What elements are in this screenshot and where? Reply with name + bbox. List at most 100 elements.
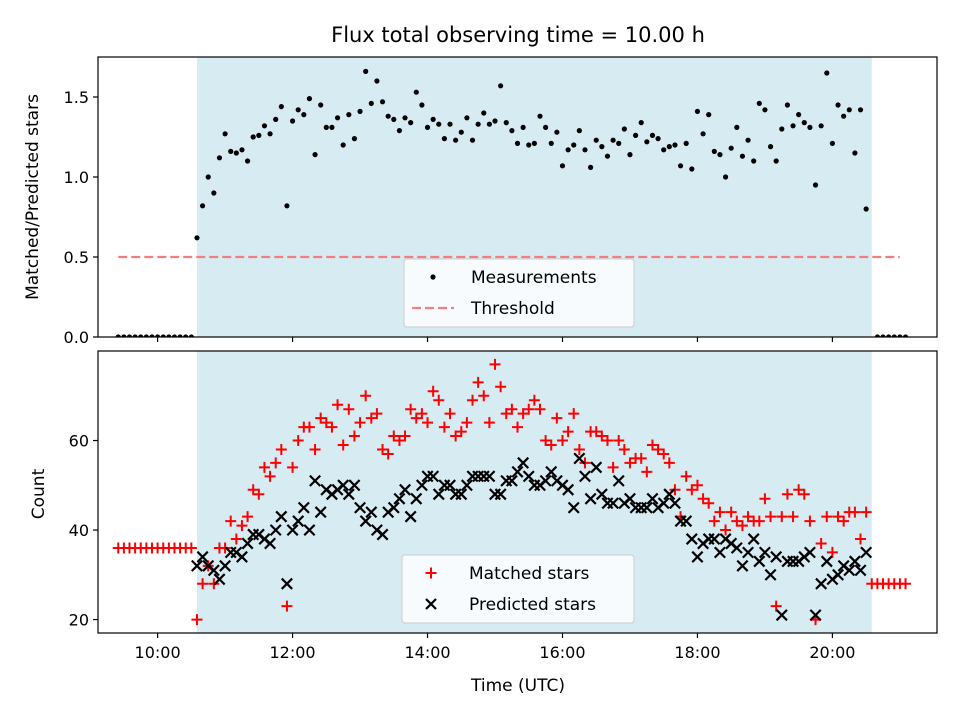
y-tick-label: 0.5 — [64, 248, 89, 267]
measurement-point — [436, 121, 442, 127]
matched-star-point — [309, 443, 321, 455]
matched-star-point — [556, 435, 568, 447]
predicted-star-point — [517, 456, 530, 469]
matched-star-point — [506, 403, 518, 415]
measurement-point — [846, 107, 852, 113]
measurement-point — [666, 144, 672, 150]
measurement-point — [194, 235, 200, 241]
measurement-point — [469, 137, 476, 143]
measurement-point — [739, 153, 746, 159]
measurement-point — [244, 158, 251, 164]
matched-star-point — [399, 430, 411, 442]
predicted-star-point — [663, 488, 676, 501]
matched-star-point — [444, 408, 456, 420]
measurement-point — [655, 136, 661, 142]
matched-star-point — [759, 493, 771, 505]
predicted-star-point — [573, 452, 586, 465]
x-tick-label: 20:00 — [809, 643, 855, 662]
matched-star-point — [478, 390, 490, 402]
matched-star-point — [315, 412, 327, 424]
measurement-point — [261, 123, 268, 129]
predicted-star-point — [590, 461, 603, 474]
predicted-star-point — [758, 546, 771, 559]
measurement-point — [391, 116, 397, 122]
measurement-point — [756, 100, 762, 106]
predicted-star-point — [387, 501, 400, 514]
matched-star-point — [798, 488, 810, 500]
predicted-star-point — [219, 559, 232, 572]
measurement-point — [852, 150, 858, 156]
measurement-point — [790, 123, 796, 129]
measurement-point — [616, 140, 622, 146]
predicted-star-point — [376, 528, 389, 541]
measurement-point — [306, 96, 313, 102]
predicted-star-point — [607, 497, 620, 510]
predicted-star-point — [455, 488, 468, 501]
measurement-point — [453, 137, 459, 143]
measurement-point — [334, 115, 341, 121]
measurement-point — [632, 132, 639, 138]
measurement-point — [149, 334, 155, 337]
legend-box — [401, 554, 635, 624]
legend-label: Predicted stars — [469, 595, 596, 615]
measurement-point — [233, 150, 239, 156]
predicted-star-point — [359, 515, 372, 528]
predicted-star-point — [286, 524, 299, 537]
matched-star-point — [635, 452, 647, 464]
measurement-point — [216, 155, 223, 161]
matched-star-point — [601, 435, 613, 447]
measurement-point — [818, 123, 824, 129]
measurement-point — [273, 116, 279, 122]
predicted-star-point — [415, 479, 428, 492]
predicted-star-point — [444, 479, 456, 492]
measurement-point — [346, 112, 352, 118]
matched-star-point — [287, 461, 299, 473]
measurement-point — [481, 110, 487, 116]
predicted-star-point — [235, 550, 248, 563]
matched-star-point — [388, 430, 400, 442]
measurement-point — [537, 113, 543, 119]
predicted-star-point — [522, 470, 535, 483]
measurement-point — [559, 163, 566, 169]
predicted-star-point — [832, 568, 845, 581]
measurement-point — [700, 131, 706, 137]
predicted-star-point — [562, 483, 575, 496]
matched-star-point — [765, 511, 777, 523]
matched-star-point — [230, 533, 242, 545]
measurement-point — [694, 108, 701, 114]
matched-star-point — [461, 417, 473, 429]
matched-star-point — [624, 457, 636, 469]
predicted-star-point — [505, 474, 518, 487]
matched-star-point — [826, 546, 838, 558]
predicted-star-point — [843, 564, 856, 577]
measurement-point — [745, 137, 751, 143]
measurement-point — [205, 174, 211, 180]
predicted-star-point — [365, 506, 378, 519]
matched-star-point — [523, 403, 535, 415]
matched-star-point — [663, 457, 675, 469]
series-measurements — [115, 68, 909, 337]
measurement-point — [396, 128, 403, 134]
measurement-point — [171, 334, 178, 337]
predicted-star-point — [708, 533, 721, 545]
measurement-point — [126, 334, 133, 337]
matched-star-point — [512, 421, 523, 433]
predicted-star-point — [657, 497, 670, 510]
measurement-point — [250, 134, 256, 140]
predicted-star-point — [747, 533, 760, 545]
matched-star-point — [365, 412, 377, 424]
measurement-point — [734, 124, 740, 130]
matched-star-point — [427, 385, 439, 397]
measurement-point — [289, 118, 296, 124]
measurement-point — [683, 140, 689, 146]
x-tick-label: 14:00 — [404, 643, 450, 662]
measurement-point — [571, 142, 577, 148]
matched-star-point — [720, 524, 732, 536]
predicted-star-point — [567, 501, 580, 514]
top-y-axis-label: Matched/Predicted stars — [23, 94, 43, 300]
matched-star-point — [860, 506, 872, 518]
predicted-star-point — [399, 483, 412, 496]
measurement-point — [711, 148, 717, 154]
measurement-point — [363, 68, 369, 74]
measurement-point — [318, 102, 324, 108]
